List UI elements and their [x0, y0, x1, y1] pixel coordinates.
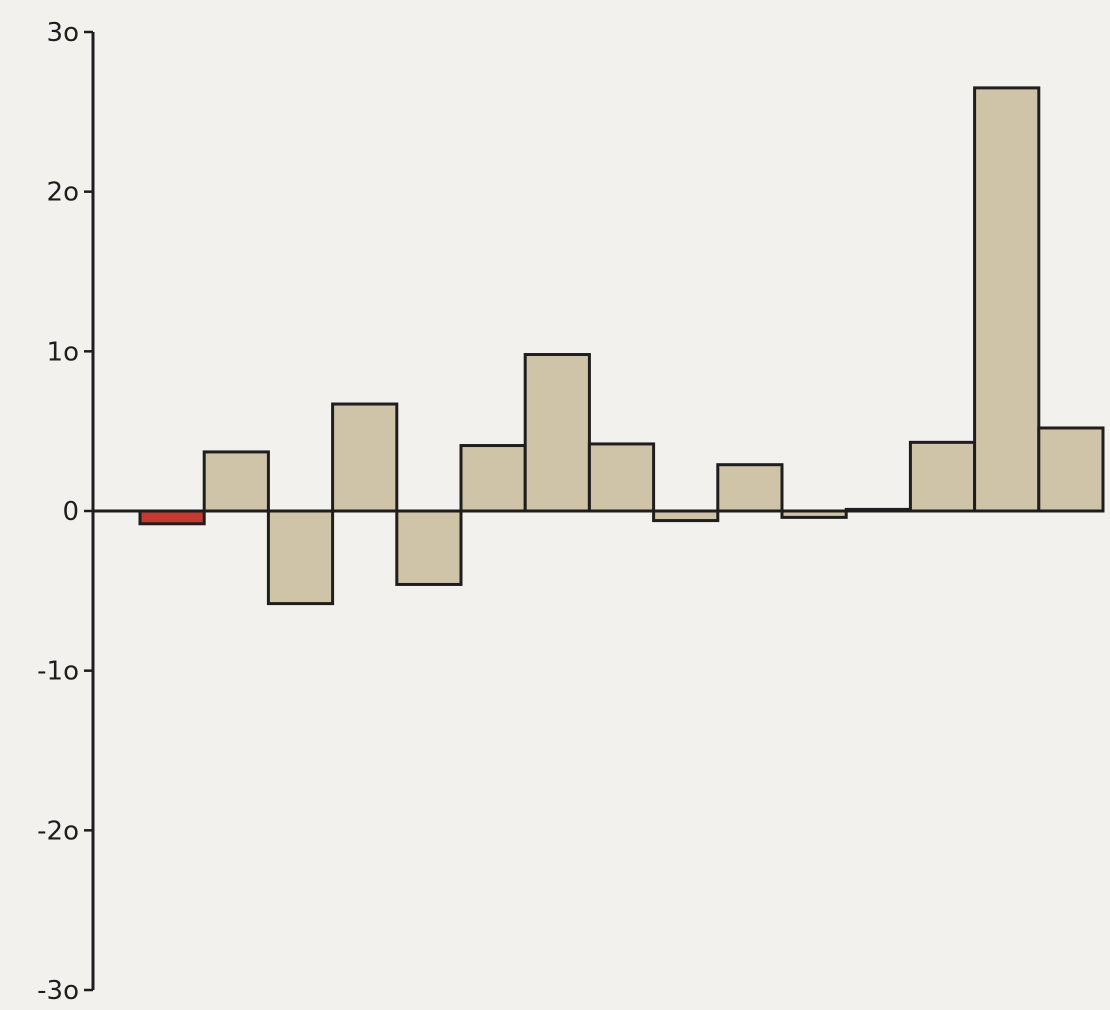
- y-tick-label: 1o: [47, 337, 79, 367]
- y-ticks: 3o 2o 1o 0 -1o -2o -3o: [37, 18, 93, 1006]
- bar-6: [459, 444, 527, 513]
- y-tick-label: -1o: [37, 657, 79, 687]
- bars-layer: [138, 86, 1105, 606]
- bar-2: [202, 450, 270, 513]
- bar-14: [973, 86, 1041, 513]
- bar-13: [908, 440, 977, 513]
- bar-7: [523, 353, 591, 513]
- y-tick-label: -2o: [37, 816, 79, 846]
- bar-5: [395, 509, 463, 586]
- y-tick-label: 2o: [47, 178, 79, 208]
- bar-15: [1037, 426, 1105, 513]
- bar-8: [587, 442, 656, 513]
- bar-1: [138, 509, 206, 526]
- y-axis: [91, 32, 1103, 990]
- y-tick-label: -3o: [37, 976, 79, 1005]
- bar-10: [716, 463, 784, 513]
- bar-4: [331, 402, 399, 513]
- y-tick-label: 3o: [47, 18, 79, 48]
- y-tick-label: 0: [62, 497, 79, 527]
- bar-3: [266, 509, 335, 606]
